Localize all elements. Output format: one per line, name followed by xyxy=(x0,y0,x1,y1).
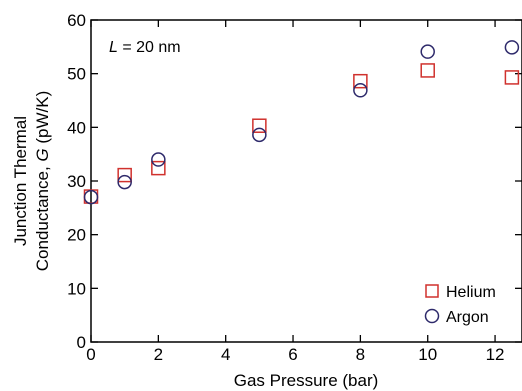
data-point-helium xyxy=(504,70,520,85)
y-axis-title-pre: Conductance, xyxy=(33,162,52,272)
y-axis-title-line1: Junction Thermal xyxy=(11,116,30,246)
y-tick-label: 40 xyxy=(67,118,86,137)
annotation-italic: L xyxy=(109,39,118,56)
x-tick-label: 10 xyxy=(418,345,437,364)
y-axis-title-italic: G xyxy=(33,148,52,161)
axis-ticks xyxy=(90,19,522,343)
annotation-label: L = 20 nm xyxy=(109,39,181,56)
data-point-argon xyxy=(252,127,267,143)
x-tick-label: 2 xyxy=(154,345,163,364)
legend-marker-argon xyxy=(424,308,440,324)
y-axis-title-line2: Conductance, G (pW/K) xyxy=(33,91,52,271)
data-point-helium xyxy=(252,118,267,133)
legend: Helium Argon xyxy=(424,284,496,326)
data-point-argon xyxy=(151,152,166,167)
data-point-argon xyxy=(117,174,132,190)
x-tick-label: 0 xyxy=(86,345,95,364)
legend-label-helium: Helium xyxy=(446,284,496,301)
x-tick-label: 12 xyxy=(486,345,505,364)
y-tick-label: 20 xyxy=(67,226,86,245)
annotation-rest: = 20 nm xyxy=(118,39,181,56)
x-tick-label: 8 xyxy=(356,345,365,364)
data-points xyxy=(83,40,520,205)
y-tick-label: 50 xyxy=(67,65,86,84)
data-point-argon xyxy=(353,83,368,98)
y-axis-title-post: (pW/K) xyxy=(33,91,52,149)
y-tick-label: 0 xyxy=(77,333,86,352)
data-point-helium xyxy=(151,160,166,176)
y-tick-label: 30 xyxy=(67,172,86,191)
y-tick-label: 10 xyxy=(67,279,86,298)
x-axis-title: Gas Pressure (bar) xyxy=(234,371,379,390)
data-point-helium xyxy=(353,73,368,89)
data-point-helium xyxy=(420,63,435,78)
legend-label-argon: Argon xyxy=(446,309,489,326)
legend-marker-helium xyxy=(425,284,439,298)
data-point-argon xyxy=(504,40,520,55)
y-axis-title: Junction Thermal Conductance, G (pW/K) xyxy=(11,91,52,271)
data-point-helium xyxy=(117,167,132,183)
tick-labels: 0 2 4 6 8 10 12 0 10 20 30 40 50 60 xyxy=(67,11,504,364)
x-tick-label: 4 xyxy=(221,345,230,364)
data-point-argon xyxy=(420,44,435,59)
data-point-argon xyxy=(83,189,99,205)
x-tick-label: 6 xyxy=(288,345,297,364)
y-tick-label: 60 xyxy=(67,11,86,30)
